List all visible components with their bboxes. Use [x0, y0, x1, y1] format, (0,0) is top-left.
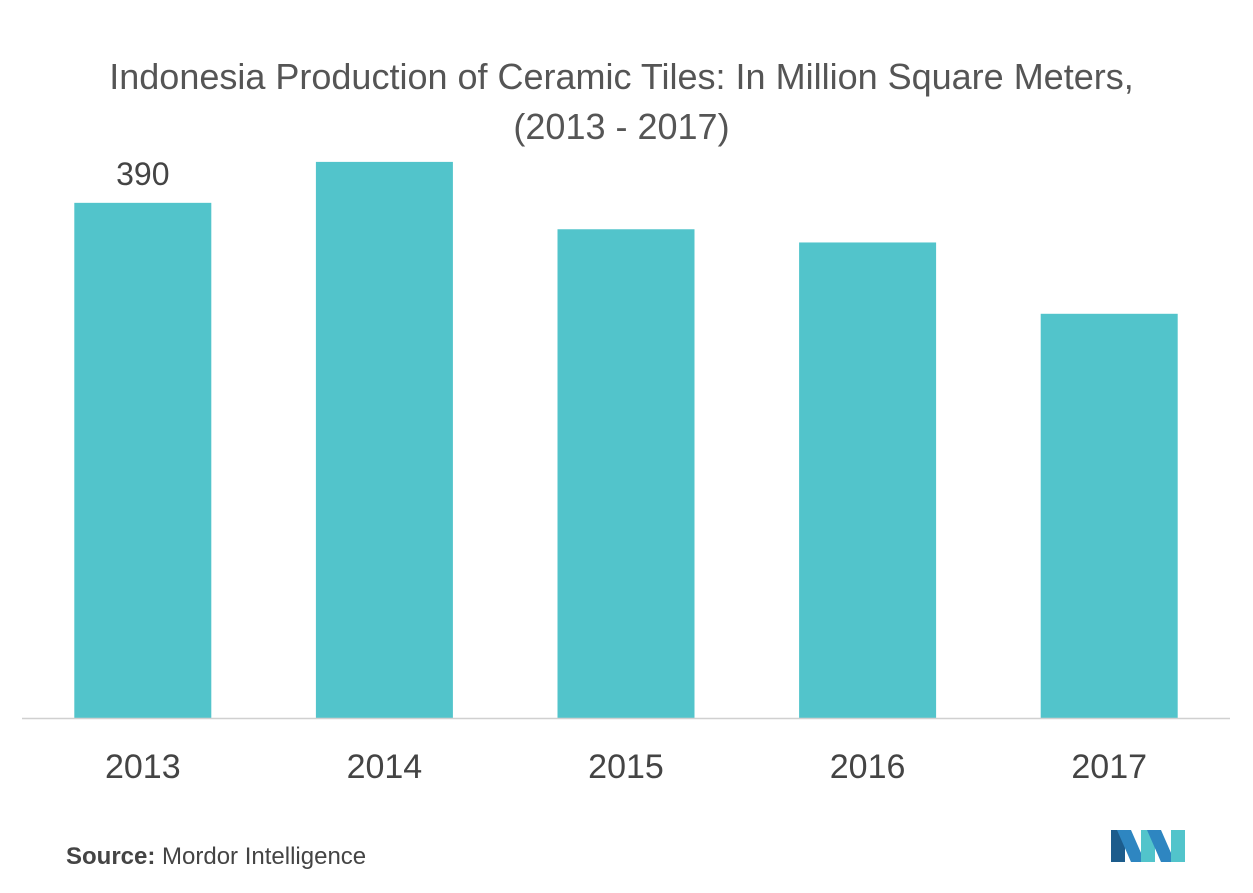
chart-title: Indonesia Production of Ceramic Tiles: I…: [109, 56, 1134, 147]
x-tick-label: 2017: [1071, 748, 1147, 786]
mordor-intelligence-logo-icon: [1111, 830, 1185, 862]
data-label: 390: [116, 156, 169, 192]
x-tick-label: 2015: [588, 748, 664, 786]
bar-2014: [315, 161, 453, 718]
source-note: Source: Mordor Intelligence: [66, 843, 366, 871]
x-tick-label: 2013: [105, 748, 181, 786]
x-tick-label: 2014: [347, 748, 423, 786]
bar-2015: [557, 229, 695, 719]
x-tick-label: 2016: [830, 748, 906, 786]
source-text: Mordor Intelligence: [162, 843, 367, 870]
bar-2013: [74, 202, 212, 718]
source-label: Source:: [66, 843, 156, 870]
bar-chart: 2013 390 2014 2015 2016 2017: [22, 156, 1230, 786]
bar-2016: [799, 242, 937, 718]
bar-2017: [1040, 313, 1178, 718]
